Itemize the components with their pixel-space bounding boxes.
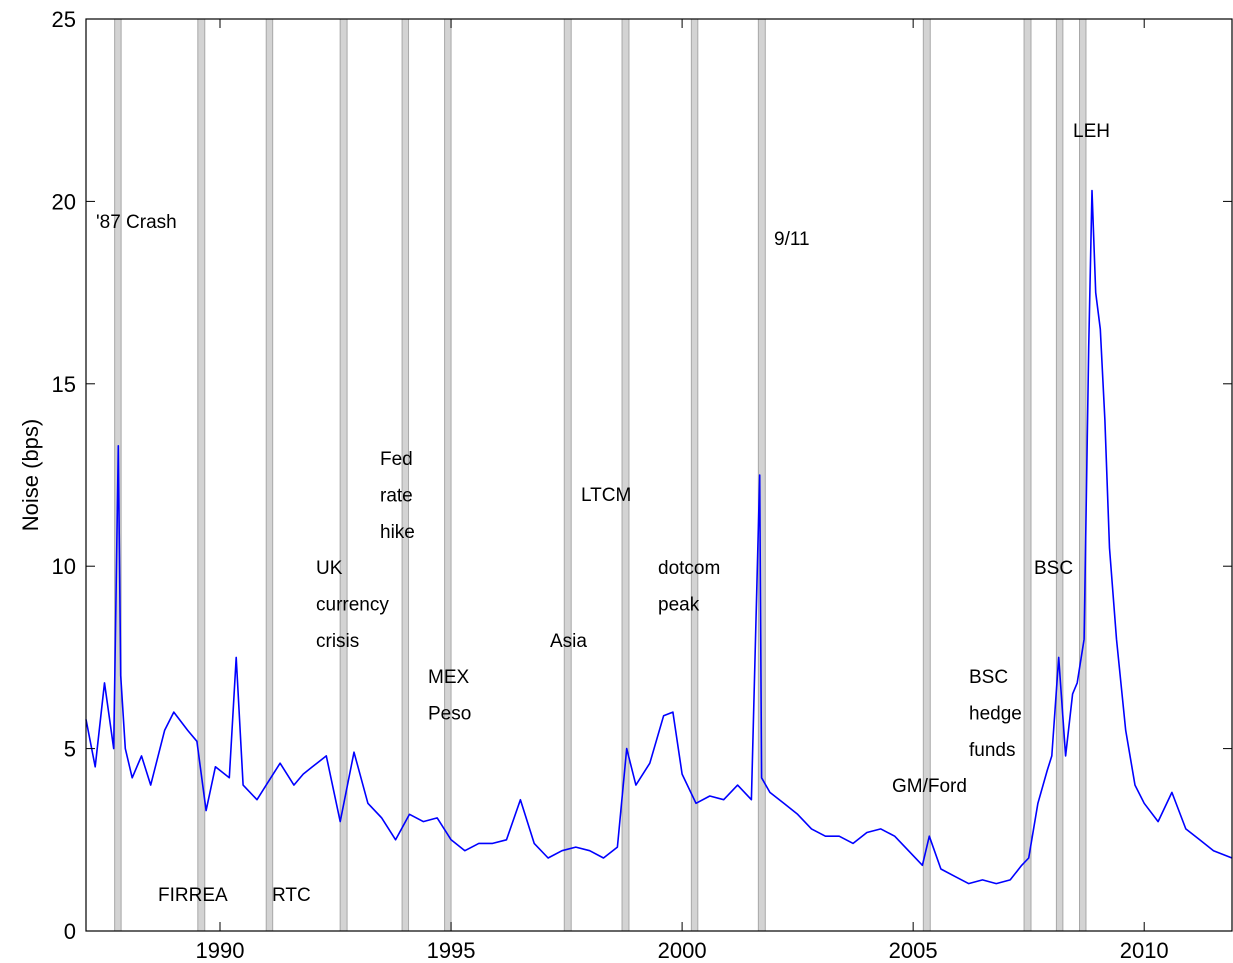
y-tick-label: 0: [64, 919, 76, 944]
event-label-fed: hike: [380, 522, 415, 543]
event-label-fed: Fed: [380, 449, 413, 470]
noise-series-line: [85, 189, 1233, 885]
y-tick-label: 20: [52, 189, 76, 214]
y-tick-label: 5: [64, 737, 76, 762]
x-tick-label: 1990: [196, 938, 245, 963]
event-label-fed: rate: [380, 486, 413, 507]
event-band: [563, 18, 572, 932]
y-tick-label: 10: [52, 554, 76, 579]
event-label-dotcom: dotcom: [658, 558, 720, 579]
event-band: [444, 18, 452, 932]
noise-series: [85, 189, 1233, 885]
y-tick-label: 15: [52, 372, 76, 397]
event-label-bsc: BSC: [1034, 558, 1073, 579]
plot-frame: [85, 18, 1233, 932]
event-label-asia: Asia: [550, 631, 587, 652]
x-tick-label: 2000: [658, 938, 707, 963]
x-tick-label: 2010: [1120, 938, 1169, 963]
event-label-ltcm: LTCM: [581, 485, 631, 506]
event-label-rtc: RTC: [272, 885, 311, 906]
event-label-bschedge: hedge: [969, 704, 1022, 725]
event-band: [265, 18, 274, 932]
event-label-bschedge: funds: [969, 740, 1015, 761]
event-label-uk: currency: [316, 595, 389, 616]
event-band: [1079, 18, 1087, 932]
event-band: [1023, 18, 1032, 932]
event-label-dotcom: peak: [658, 595, 700, 616]
axis-ticks: 0 5 10 15 20 25 1990 1995 2000 2005 2010: [52, 7, 1232, 963]
event-label-crash87: '87 Crash: [96, 212, 177, 233]
event-label-mex: MEX: [428, 667, 470, 688]
y-axis-label: Noise (bps): [18, 419, 43, 531]
event-band: [401, 18, 410, 932]
event-label-uk: crisis: [316, 631, 359, 652]
event-label-sept11: 9/11: [774, 229, 810, 250]
event-label-leh: LEH: [1073, 121, 1110, 142]
plot-background: [86, 19, 1232, 931]
x-tick-label: 1995: [427, 938, 476, 963]
event-band: [1055, 18, 1064, 932]
y-tick-label: 25: [52, 7, 76, 32]
event-label-firrea: FIRREA: [158, 885, 228, 906]
x-tick-label: 2005: [889, 938, 938, 963]
event-label-gmford: GM/Ford: [892, 776, 967, 797]
event-label-uk: UK: [316, 558, 343, 579]
event-label-bschedge: BSC: [969, 667, 1008, 688]
event-annotations: '87 Crash FIRREA RTC UK currency crisis Fed rat…: [96, 121, 1110, 906]
event-label-mex: Peso: [428, 704, 471, 725]
